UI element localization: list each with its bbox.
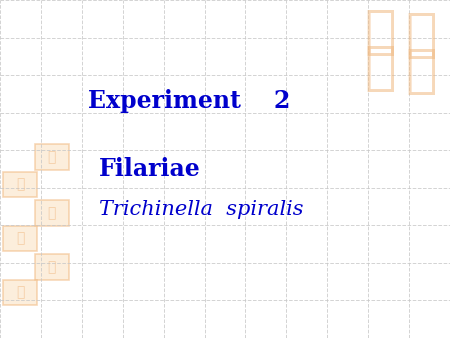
- Text: 福: 福: [48, 206, 56, 220]
- Bar: [4, 172, 37, 197]
- Bar: [35, 254, 69, 280]
- Text: 意: 意: [405, 45, 436, 97]
- Bar: [35, 200, 69, 226]
- Text: 福: 福: [16, 285, 24, 299]
- Text: 福: 福: [48, 150, 56, 164]
- Text: 福: 福: [16, 231, 24, 245]
- Text: 吉: 吉: [364, 6, 396, 58]
- Bar: [35, 145, 69, 170]
- Text: 福: 福: [16, 177, 24, 191]
- Bar: [4, 280, 37, 305]
- Text: 如: 如: [364, 42, 396, 94]
- Bar: [333, 59, 446, 177]
- Text: Trichinella  spiralis: Trichinella spiralis: [99, 200, 303, 219]
- Text: Experiment    2: Experiment 2: [88, 89, 290, 114]
- Text: 祥: 祥: [405, 9, 436, 62]
- Bar: [4, 226, 37, 251]
- Text: Filariae: Filariae: [99, 157, 201, 181]
- Text: 福: 福: [48, 260, 56, 274]
